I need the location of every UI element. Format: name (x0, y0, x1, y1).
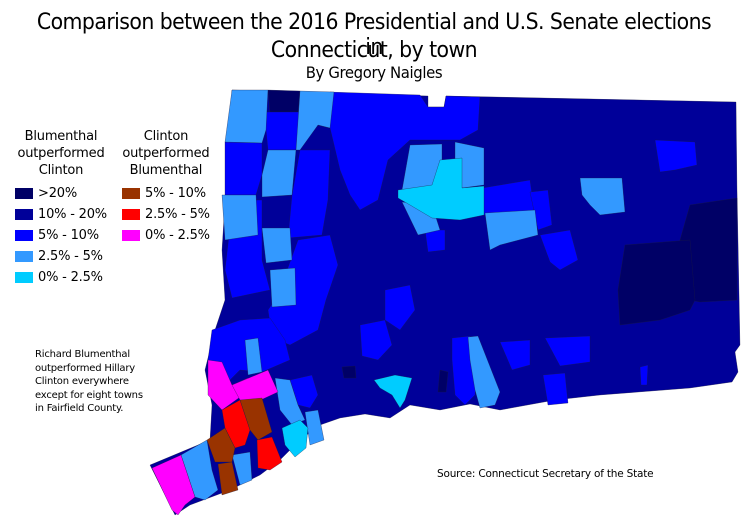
map-title-line-2: Connecticut, by town (270, 38, 478, 63)
region-2-5-sw-1 (274, 377, 306, 426)
region-2-5-south-center (467, 335, 501, 409)
region-2-5-east (579, 177, 626, 216)
region-5-10-south-3 (499, 339, 531, 371)
legend-blumenthal: Blumenthal outperformed Clinton >20% 10%… (15, 128, 107, 288)
region-5-10-northwest (261, 111, 301, 151)
source-credit: Source: Connecticut Secretary of the Sta… (437, 468, 654, 480)
region-clinton-2-5-westport (256, 436, 283, 471)
legend-item: 0% - 2.5% (15, 267, 107, 288)
legend-item: 5% - 10% (15, 225, 107, 246)
region-0-2-hartford-area (397, 157, 485, 221)
legend-clinton: Clinton outperformed Blumenthal 5% - 10%… (122, 128, 210, 246)
region-5-10-south-5 (542, 372, 569, 406)
legend-swatch-icon (122, 230, 140, 241)
legend-item: 5% - 10% (122, 183, 210, 204)
legend-item: 10% - 20% (15, 204, 107, 225)
region-5-10-east-north (654, 139, 698, 173)
legend-swatch-icon (15, 272, 33, 283)
region-5-10-center-1 (424, 229, 446, 253)
region-2-5-sw-2 (304, 409, 325, 446)
region-2-5-west-edge (221, 194, 259, 241)
legend-item: 2.5% - 5% (122, 204, 210, 225)
region-5-10-south-1 (359, 319, 393, 361)
legend-item: >20% (15, 183, 107, 204)
legend-swatch-icon (122, 209, 140, 220)
region-2-5-sw-coast-2 (231, 451, 253, 486)
region-5-10-south-4 (544, 335, 591, 367)
annotation-note: Richard Blumenthal outperformed Hillary … (35, 349, 143, 414)
legend-item: 0% - 2.5% (122, 225, 210, 246)
region-2-5-nw-strip (261, 149, 297, 198)
region-clinton-5-10-weston (239, 397, 273, 441)
map-title-line-1: Comparison between the 2016 Presidential… (36, 10, 712, 60)
region-gt20-north (267, 89, 301, 113)
region-0-2-new-haven (373, 374, 413, 409)
region-2-5-west-mid2 (269, 267, 297, 308)
region-5-10-south-6 (639, 364, 649, 386)
region-2-5-west-mid (261, 227, 293, 264)
region-5-10-nw2 (224, 141, 263, 196)
legend-blumenthal-heading: Blumenthal outperformed Clinton (17, 129, 105, 178)
region-5-10-center-4 (539, 229, 579, 271)
legend-swatch-icon (122, 188, 140, 199)
region-5-10-middletown (384, 284, 416, 331)
legend-swatch-icon (15, 209, 33, 220)
region-gt20-small (341, 365, 357, 379)
region-clinton-5-10-new-canaan (217, 461, 239, 496)
region-clinton-0-2-greenwich (151, 454, 196, 516)
legend-clinton-heading: Clinton outperformed Blumenthal (122, 129, 210, 178)
region-2-5-center-east (484, 209, 539, 251)
map-subtitle: By Gregory Naigles (305, 63, 443, 82)
region-clinton-5-10-wilton (206, 427, 236, 463)
region-gt20-southeast (617, 239, 696, 326)
legend-swatch-icon (15, 230, 33, 241)
region-5-10-north-central (317, 91, 481, 211)
legend-swatch-icon (15, 251, 33, 262)
region-gt20-center (437, 369, 449, 393)
region-2-5-nw-corner (224, 89, 269, 144)
region-clinton-0-2-redding (231, 369, 279, 406)
region-2-5-west-south (244, 337, 263, 376)
legend-item: 2.5% - 5% (15, 246, 107, 267)
region-0-2-fairfield (281, 419, 309, 458)
legend-swatch-icon (15, 188, 33, 199)
